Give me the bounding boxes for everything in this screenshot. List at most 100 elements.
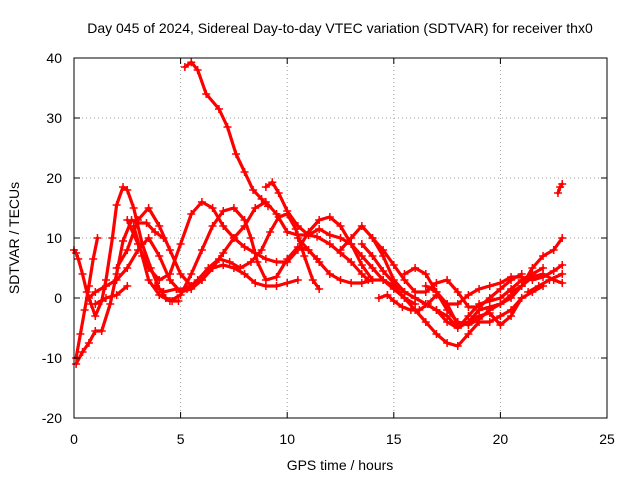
data-point: [123, 246, 132, 254]
data-point: [151, 282, 160, 290]
data-point: [400, 288, 409, 296]
y-axis-label: SDTVAR / TECUs: [6, 182, 22, 294]
data-point: [453, 342, 462, 350]
data-point: [485, 306, 494, 314]
data-point: [274, 189, 283, 197]
data-point: [400, 270, 409, 278]
data-point: [496, 321, 505, 329]
data-point: [176, 270, 185, 278]
data-point: [133, 216, 142, 224]
data-point: [274, 213, 283, 221]
data-point: [91, 312, 100, 320]
data-point: [101, 294, 110, 302]
data-point: [272, 258, 281, 266]
x-axis-label: GPS time / hours: [287, 457, 394, 473]
series-track-11: [151, 210, 324, 296]
series-line: [402, 266, 524, 327]
data-point: [123, 216, 132, 224]
data-point: [357, 261, 366, 269]
data-point: [97, 327, 106, 335]
data-point: [496, 300, 505, 308]
series-line: [183, 60, 270, 208]
data-point: [313, 232, 322, 241]
data-point: [187, 210, 196, 218]
data-point: [202, 90, 211, 98]
data-point: [374, 294, 383, 302]
data-point: [475, 315, 484, 323]
data-point: [155, 222, 164, 230]
data-point: [558, 180, 567, 188]
data-point: [197, 246, 206, 254]
data-point: [261, 198, 270, 206]
data-point: [549, 246, 558, 254]
data-point: [347, 279, 356, 287]
data-point: [78, 270, 87, 278]
data-point: [257, 195, 266, 203]
data-point: [539, 252, 548, 260]
data-point: [379, 246, 388, 254]
data-point: [475, 285, 484, 293]
data-point: [347, 258, 356, 266]
data-point: [336, 276, 345, 284]
data-point: [176, 291, 185, 299]
y-tick-label: 10: [46, 230, 62, 246]
data-point: [208, 222, 217, 230]
data-point: [432, 279, 441, 287]
data-point: [119, 237, 128, 245]
data-point: [251, 279, 260, 287]
series-track-12: [293, 234, 526, 350]
data-point: [293, 276, 302, 284]
data-point: [453, 300, 462, 308]
data-point: [283, 228, 292, 236]
data-point: [240, 216, 249, 224]
data-point: [411, 288, 420, 296]
data-point: [421, 282, 430, 290]
data-point: [187, 58, 196, 67]
data-point: [159, 288, 168, 296]
data-point: [558, 279, 567, 287]
data-point: [144, 276, 153, 284]
data-point: [257, 246, 266, 254]
data-point: [368, 264, 377, 272]
data-point: [549, 267, 558, 275]
data-point: [151, 228, 160, 236]
data-point: [76, 330, 85, 338]
data-point: [261, 255, 270, 263]
data-point: [300, 252, 309, 260]
data-point: [155, 291, 164, 299]
data-point: [421, 270, 430, 278]
data-point: [517, 294, 526, 302]
series-line: [526, 272, 564, 294]
data-point: [507, 288, 516, 296]
data-point: [443, 339, 452, 347]
data-point: [308, 276, 317, 284]
data-point: [507, 273, 516, 281]
data-point: [293, 234, 302, 242]
data-point: [144, 204, 153, 212]
data-point: [443, 300, 452, 308]
data-point: [315, 225, 324, 233]
data-point: [368, 276, 377, 284]
tick-labels: 0 5 10 15 20 25 -20 -10 0 10 20 30 40: [42, 50, 615, 447]
data-point: [144, 234, 153, 242]
x-tick-label: 10: [279, 431, 295, 447]
data-point: [197, 198, 206, 206]
data-point: [129, 222, 138, 230]
data-point: [208, 204, 217, 212]
data-point: [496, 312, 505, 320]
data-point: [193, 276, 202, 284]
data-point: [558, 234, 567, 242]
data-point: [411, 264, 420, 272]
data-point: [475, 303, 484, 311]
data-point: [91, 288, 100, 296]
data-point: [229, 204, 238, 212]
data-point: [421, 318, 430, 326]
data-point: [357, 252, 366, 260]
data-point: [283, 255, 292, 263]
y-tick-label: -10: [42, 350, 62, 366]
data-point: [193, 66, 202, 74]
data-point: [485, 282, 494, 290]
y-tick-label: 30: [46, 110, 62, 126]
data-point: [507, 312, 516, 320]
